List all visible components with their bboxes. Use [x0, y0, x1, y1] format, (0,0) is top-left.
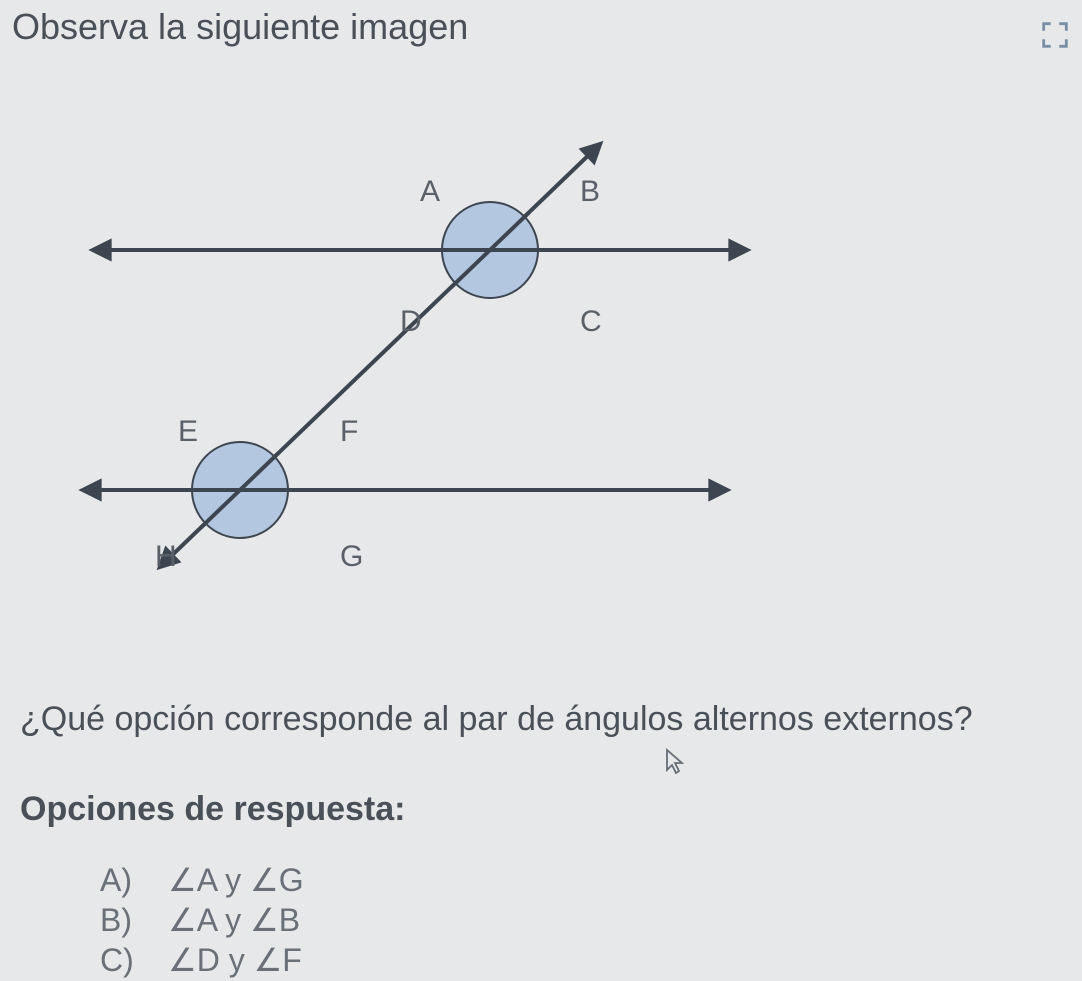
- angle-label-a: A: [420, 175, 440, 209]
- option-c[interactable]: C) ∠D y ∠F: [100, 940, 304, 980]
- option-text: ∠A y ∠G: [168, 860, 304, 900]
- angle-label-e: E: [178, 415, 198, 449]
- option-text: ∠A y ∠B: [168, 900, 300, 940]
- angle-label-b: B: [580, 175, 600, 209]
- cursor-icon: [664, 748, 686, 783]
- options-heading: Opciones de respuesta:: [20, 790, 405, 829]
- option-key: A): [100, 860, 148, 900]
- answer-options: A) ∠A y ∠G B) ∠A y ∠B C) ∠D y ∠F: [100, 860, 304, 980]
- angle-label-d: D: [400, 305, 422, 339]
- option-text: ∠D y ∠F: [168, 940, 302, 980]
- angle-label-h: H: [155, 540, 177, 574]
- option-key: C): [100, 940, 148, 980]
- option-key: B): [100, 900, 148, 940]
- angle-label-g: G: [340, 540, 363, 574]
- angle-label-f: F: [340, 415, 358, 449]
- option-a[interactable]: A) ∠A y ∠G: [100, 860, 304, 900]
- question-text: ¿Qué opción corresponde al par de ángulo…: [20, 700, 973, 739]
- expand-icon[interactable]: [1038, 18, 1072, 52]
- page-title: Observa la siguiente imagen: [12, 6, 468, 48]
- angle-label-c: C: [580, 305, 602, 339]
- geometry-diagram: A B C D E F G H: [60, 90, 780, 610]
- option-b[interactable]: B) ∠A y ∠B: [100, 900, 304, 940]
